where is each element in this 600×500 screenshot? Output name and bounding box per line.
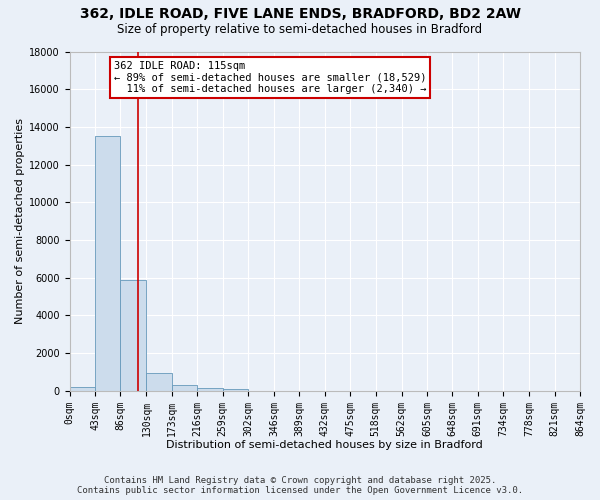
Bar	[197, 388, 223, 391]
Bar	[172, 385, 197, 391]
Bar	[70, 387, 95, 391]
Text: 362, IDLE ROAD, FIVE LANE ENDS, BRADFORD, BD2 2AW: 362, IDLE ROAD, FIVE LANE ENDS, BRADFORD…	[79, 8, 521, 22]
Bar	[121, 280, 146, 391]
Bar	[146, 373, 172, 391]
Text: 362 IDLE ROAD: 115sqm
← 89% of semi-detached houses are smaller (18,529)
  11% o: 362 IDLE ROAD: 115sqm ← 89% of semi-deta…	[114, 61, 427, 94]
X-axis label: Distribution of semi-detached houses by size in Bradford: Distribution of semi-detached houses by …	[166, 440, 483, 450]
Text: Contains HM Land Registry data © Crown copyright and database right 2025.
Contai: Contains HM Land Registry data © Crown c…	[77, 476, 523, 495]
Text: Size of property relative to semi-detached houses in Bradford: Size of property relative to semi-detach…	[118, 22, 482, 36]
Y-axis label: Number of semi-detached properties: Number of semi-detached properties	[15, 118, 25, 324]
Bar	[95, 136, 121, 391]
Bar	[223, 389, 248, 391]
